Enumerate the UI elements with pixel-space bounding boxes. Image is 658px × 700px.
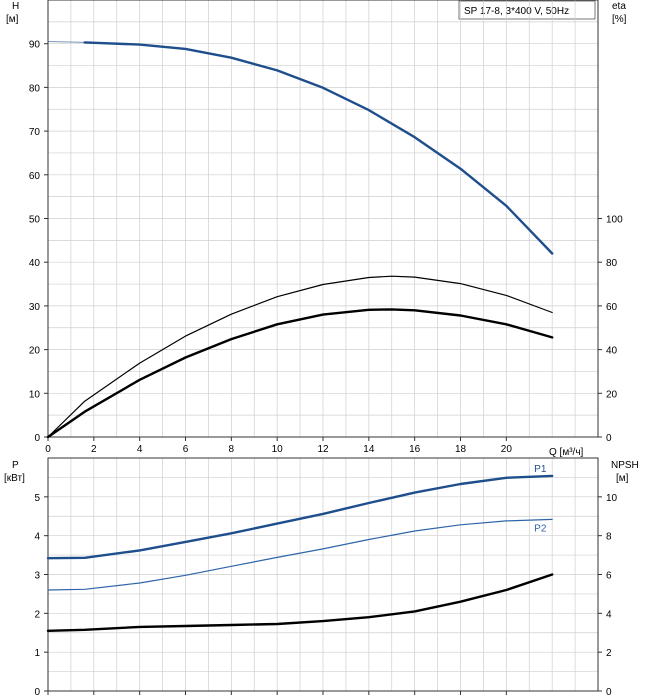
npsh-axis-unit: [м] (616, 473, 629, 484)
y-left-tick-label: 3 (34, 571, 40, 582)
h-curve (83, 41, 554, 255)
y-left-tick-label: 1 (34, 648, 40, 659)
y-left-tick-label: 10 (29, 389, 41, 400)
y-left-tick-label: 80 (29, 83, 41, 94)
p2-label: P2 (534, 523, 547, 534)
y-right-tick-label: 2 (606, 648, 612, 659)
y-right-tick-label: 8 (606, 532, 612, 543)
y-left-tick-label: 50 (29, 215, 41, 226)
y-left-tick-label: 4 (34, 532, 40, 543)
y-right-tick-label: 0 (606, 687, 612, 698)
x-tick-label: 14 (363, 444, 375, 455)
y-left-tick-label: 70 (29, 127, 41, 138)
q-axis-label: Q [м³/ч] (549, 447, 584, 458)
p2-curve (47, 518, 553, 591)
y-right-tick-label: 40 (606, 346, 618, 357)
chart-title: SP 17-8, 3*400 V, 50Hz (464, 6, 569, 17)
y-right-tick-label: 10 (606, 493, 618, 504)
y-right-tick-label: 80 (606, 258, 618, 269)
p1-curve (46, 474, 554, 560)
y-left-tick-label: 60 (29, 171, 41, 182)
eta-axis-name: eta (612, 1, 626, 12)
y-left-tick-label: 0 (34, 433, 40, 444)
x-tick-label: 20 (501, 444, 513, 455)
y-right-tick-label: 20 (606, 389, 618, 400)
x-tick-label: 8 (229, 444, 235, 455)
y-left-tick-label: 90 (29, 40, 41, 51)
y-left-tick-label: 40 (29, 258, 41, 269)
npsh-curve (46, 573, 554, 632)
y-right-tick-label: 4 (606, 609, 612, 620)
x-tick-label: 18 (455, 444, 467, 455)
y-left-tick-label: 5 (34, 493, 40, 504)
y-left-tick-label: 20 (29, 346, 41, 357)
h-axis-name: H (12, 1, 19, 12)
top-panel: 0 10 20 30 40 50 60 70 80 90 0 20 40 60 80 100 0 2 4 6 8 10 12… (29, 0, 623, 455)
npsh-axis-name: NPSH (611, 460, 639, 471)
p-axis-name: P (12, 460, 19, 471)
y-right-tick-label: 6 (606, 571, 612, 582)
x-tick-label: 6 (183, 444, 189, 455)
y-left-tick-label: 2 (34, 609, 40, 620)
y-right-tick-label: 0 (606, 433, 612, 444)
x-tick-label: 0 (45, 444, 51, 455)
y-left-tick-label: 30 (29, 302, 41, 313)
eta-thin-curve (47, 275, 553, 438)
eta-axis-unit: [%] (612, 14, 627, 25)
x-tick-label: 2 (91, 444, 97, 455)
y-right-tick-label: 100 (606, 215, 623, 226)
h-extension-line (47, 41, 85, 43)
x-tick-label: 12 (317, 444, 329, 455)
h-axis-unit: [м] (6, 14, 19, 25)
x-tick-label: 10 (272, 444, 284, 455)
y-right-tick-label: 60 (606, 302, 618, 313)
x-tick-label: 16 (409, 444, 421, 455)
y-left-tick-label: 0 (34, 687, 40, 698)
p1-label: P1 (534, 464, 547, 475)
chart-title-box (458, 0, 596, 20)
bottom-panel: 0 1 2 3 4 5 0 2 4 6 8 10 P1 P2 (34, 457, 618, 698)
p-axis-unit: [кВт] (4, 473, 25, 484)
x-tick-label: 4 (137, 444, 143, 455)
eta-curve (46, 308, 554, 439)
